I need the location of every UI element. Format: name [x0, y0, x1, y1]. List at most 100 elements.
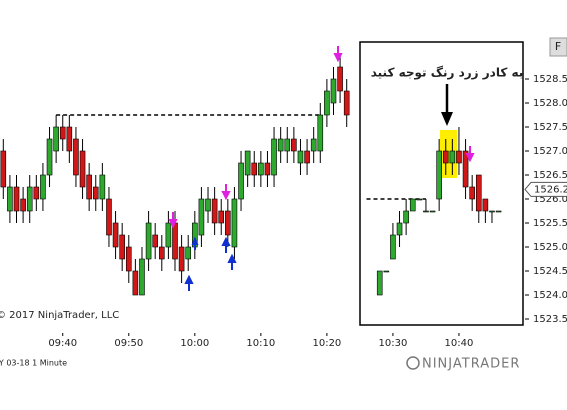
candle-body — [310, 138, 317, 152]
x-tick-label: 09:40 — [48, 338, 77, 349]
y-tick-label: 1523.5 — [533, 314, 567, 325]
y-tick-label: 1526.5 — [533, 170, 567, 181]
candle-body — [59, 126, 66, 140]
candle-body — [337, 66, 343, 92]
candle-body — [66, 126, 73, 152]
candle-body — [482, 198, 489, 212]
price-marker-label: 1526.2 — [534, 184, 567, 195]
inset-candles — [366, 127, 502, 296]
candle-body — [13, 186, 20, 212]
candle-body — [218, 210, 225, 224]
axes: 1523.51524.01524.51525.01525.51526.01526… — [48, 74, 567, 349]
candle-body — [112, 222, 119, 248]
candle-body — [99, 174, 106, 200]
up-arrow — [227, 253, 237, 270]
candle-body — [264, 162, 271, 176]
candle-body — [442, 150, 449, 164]
candle-body — [258, 162, 264, 176]
logo-icon — [406, 356, 420, 370]
candle-body — [436, 150, 442, 200]
candle-body — [145, 222, 152, 260]
candle-body — [244, 150, 251, 176]
candle-body — [172, 222, 178, 260]
candle-body — [73, 138, 79, 176]
candle-body — [271, 138, 277, 176]
candle-body — [291, 138, 297, 152]
candle-body — [231, 198, 238, 248]
x-tick-label: 10:20 — [312, 338, 341, 349]
candle-body — [178, 246, 185, 272]
candle-body — [277, 138, 284, 152]
candle-body — [403, 210, 409, 224]
candle-body — [376, 270, 383, 296]
candle-body — [495, 210, 502, 213]
candle-body — [198, 198, 205, 236]
y-tick-label: 1528.5 — [533, 74, 567, 85]
y-tick-label: 1527.0 — [533, 146, 567, 157]
candle-body — [304, 150, 310, 164]
y-tick-label: 1524.0 — [533, 290, 567, 301]
y-tick-label: 1528.0 — [533, 98, 567, 109]
candle-body — [238, 162, 244, 200]
candle-body — [119, 234, 125, 260]
candle-body — [456, 150, 462, 164]
logo: NINJATRADER — [422, 357, 520, 372]
candle-body — [409, 198, 416, 212]
candle-body — [416, 198, 423, 201]
candle-body — [152, 234, 158, 248]
candle-body — [40, 174, 46, 200]
candle-body — [165, 222, 172, 248]
candle-body — [317, 114, 324, 152]
signal-arrows — [168, 46, 343, 291]
candle-body — [390, 234, 396, 260]
up-arrow — [184, 274, 194, 291]
x-tick-label: 09:50 — [114, 338, 143, 349]
toolbar-button-label[interactable]: F — [555, 40, 561, 53]
candle-body — [423, 210, 429, 213]
y-tick-label: 1524.5 — [533, 266, 567, 277]
y-tick-label: 1526.0 — [533, 194, 567, 205]
candle-body — [158, 246, 165, 260]
candle-body — [86, 174, 92, 200]
up-arrow — [221, 236, 231, 253]
candle-body — [46, 138, 53, 176]
x-tick-label: 10:10 — [246, 338, 275, 349]
candle-body — [20, 198, 26, 212]
candle-body — [125, 246, 132, 272]
y-tick-label: 1525.5 — [533, 218, 567, 229]
candle-body — [92, 186, 99, 200]
candle-body — [469, 186, 475, 200]
y-tick-label: 1527.5 — [533, 122, 567, 133]
candle-body — [33, 186, 40, 200]
candle-body — [429, 210, 436, 213]
candle-body — [251, 162, 258, 176]
x-tick-label: 10:00 — [180, 338, 209, 349]
copyright: © 2017 NinjaTrader, LLC — [0, 310, 119, 321]
candle-body — [185, 246, 192, 260]
candle-body — [79, 150, 86, 188]
candle-body — [225, 210, 231, 236]
candle-body — [489, 210, 495, 213]
x-tick-label: 10:40 — [445, 338, 474, 349]
candle-body — [205, 198, 211, 212]
candle-body — [106, 198, 112, 236]
toolbar-button[interactable] — [549, 37, 567, 57]
x-tick-label: 10:30 — [379, 338, 408, 349]
candle-body — [53, 126, 59, 152]
candle-body — [297, 150, 304, 164]
main-candles — [0, 55, 350, 296]
candle-body — [383, 270, 390, 273]
instrument-label: TY 03-18 1 Minute — [0, 359, 67, 368]
candle-body — [211, 198, 218, 224]
candle-body — [449, 150, 456, 164]
candle-body — [26, 186, 33, 212]
candle-body — [284, 138, 291, 152]
y-tick-label: 1525.0 — [533, 242, 567, 253]
annotation-arrowhead — [441, 112, 453, 126]
candle-body — [475, 174, 482, 212]
price-marker — [524, 181, 567, 197]
candle-body — [330, 78, 337, 104]
candle-body — [139, 258, 145, 296]
